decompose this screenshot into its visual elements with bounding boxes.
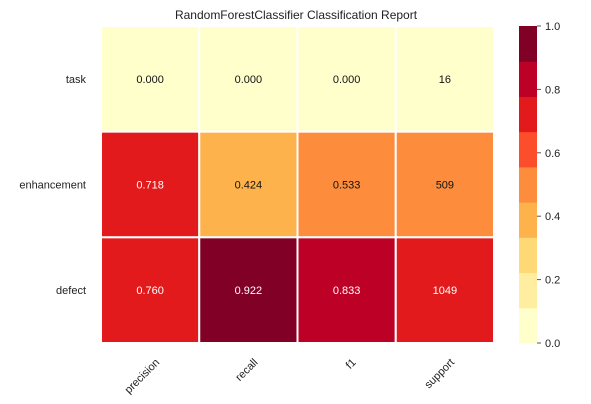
cell-value-label: 0.424 [235, 180, 263, 192]
colorbar-segment [519, 61, 537, 97]
heatmap-cell [394, 25, 495, 133]
cell-value-label: 509 [436, 180, 454, 192]
cell-value-label: 16 [439, 74, 451, 86]
row-label: task [66, 74, 87, 86]
colorbar-tick-label: 0.0 [545, 338, 560, 350]
colorbar-segment [519, 202, 537, 238]
colorbar-segment [519, 131, 537, 168]
column-label: support [423, 357, 457, 391]
colorbar-tick-label: 1.0 [545, 21, 560, 33]
heatmap-cell [100, 25, 201, 133]
cell-value-label: 0.533 [333, 180, 361, 192]
column-label: f1 [344, 357, 359, 372]
column-labels: precision recall f1 support [123, 357, 457, 397]
colorbar-tick-label: 0.2 [545, 275, 560, 287]
heatmap-cell [394, 130, 495, 239]
heatmap-cell [198, 130, 299, 239]
colorbar-tick-label: 0.6 [545, 148, 560, 160]
cell-value-label: 0.760 [136, 285, 164, 297]
colorbar-tick-label: 0.4 [545, 211, 560, 223]
colorbar-segment [519, 307, 537, 344]
colorbar-segment [519, 96, 537, 133]
row-labels: task enhancement defect [19, 74, 86, 297]
heatmap-cells: 0.000 0.000 0.000 16 0.718 0.424 0.533 509 0.760… [100, 25, 495, 344]
colorbar-segment [519, 166, 537, 203]
cell-value-label: 0.922 [235, 285, 263, 297]
cell-value-label: 0.000 [136, 74, 164, 86]
column-label: recall [233, 357, 260, 384]
cell-value-label: 1049 [433, 285, 457, 297]
row-label: enhancement [19, 180, 86, 192]
column-label: precision [123, 357, 163, 397]
cell-value-label: 0.833 [333, 285, 361, 297]
heatmap-cell [198, 236, 299, 344]
cell-value-label: 0.000 [333, 74, 361, 86]
row-label: defect [56, 285, 86, 297]
chart-title: RandomForestClassifier Classification Re… [175, 8, 418, 22]
colorbar-segment [519, 237, 537, 274]
colorbar-segment [519, 272, 537, 309]
heatmap-cell [394, 236, 495, 344]
colorbar-segment [519, 26, 537, 62]
heatmap-cell [100, 236, 201, 344]
heatmap-cell [296, 25, 397, 133]
cell-value-label: 0.718 [136, 180, 164, 192]
colorbar-tick-label: 0.8 [545, 84, 560, 96]
cell-value-label: 0.000 [235, 74, 263, 86]
colorbar: 0.0 0.2 0.4 0.6 0.8 1.0 [519, 21, 560, 350]
heatmap-cell [198, 25, 299, 133]
